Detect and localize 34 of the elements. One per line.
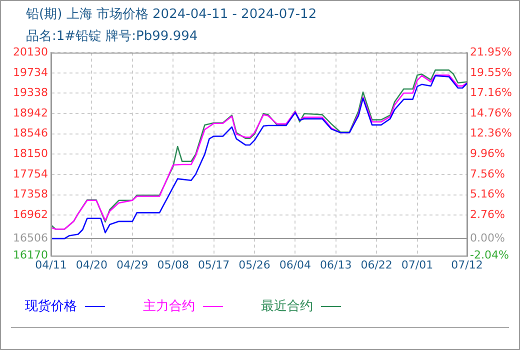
y2-tick-label: 7.56% bbox=[470, 167, 505, 180]
y-tick-label: 20130 bbox=[13, 45, 48, 58]
x-tick-label: 05/17 bbox=[198, 258, 230, 272]
y-tick-label: 18150 bbox=[13, 147, 48, 160]
y2-tick-label: 21.95% bbox=[470, 45, 512, 58]
legend-label: 最近合约 bbox=[261, 298, 313, 315]
chart-subtitle: 品名:1#铅锭 牌号:Pb99.994 bbox=[26, 28, 198, 45]
y-tick-label: 17358 bbox=[13, 188, 48, 201]
x-tick-label: 06/13 bbox=[320, 258, 352, 272]
y-tick-label: 17754 bbox=[13, 167, 48, 180]
x-tick-label: 04/20 bbox=[76, 258, 108, 272]
x-tick-label: 05/26 bbox=[238, 258, 270, 272]
y2-tick-label: 0.00% bbox=[470, 231, 505, 244]
y2-tick-label: 2.76% bbox=[470, 208, 505, 221]
y2-tick-label: 17.16% bbox=[470, 86, 512, 100]
legend-label: 主力合约 bbox=[143, 298, 195, 315]
y2-tick-label: 14.76% bbox=[470, 106, 512, 120]
y-tick-label: 19734 bbox=[13, 66, 48, 79]
x-tick-label: 06/22 bbox=[360, 258, 392, 272]
chart-title: 铅(期) 上海 市场价格 2024-04-11 - 2024-07-12 bbox=[26, 6, 317, 23]
y2-tick-label: 5.16% bbox=[470, 188, 505, 201]
x-tick-label: 07/01 bbox=[401, 258, 434, 272]
y-tick-label: 18942 bbox=[13, 106, 48, 120]
y-tick-label: 16962 bbox=[13, 208, 48, 222]
y-tick-label: 16506 bbox=[13, 231, 48, 244]
y-tick-label: 19338 bbox=[13, 86, 48, 100]
y2-tick-label: 9.96% bbox=[470, 147, 505, 160]
x-tick-label: 05/08 bbox=[157, 258, 189, 272]
y-tick-label: 18546 bbox=[13, 126, 48, 140]
legend-label: 现货价格 bbox=[25, 298, 77, 315]
x-tick-label: 04/29 bbox=[116, 258, 148, 272]
y2-tick-label: 12.36% bbox=[470, 126, 512, 140]
x-tick-label: 06/04 bbox=[279, 258, 312, 272]
y2-tick-label: 19.55% bbox=[470, 66, 512, 79]
